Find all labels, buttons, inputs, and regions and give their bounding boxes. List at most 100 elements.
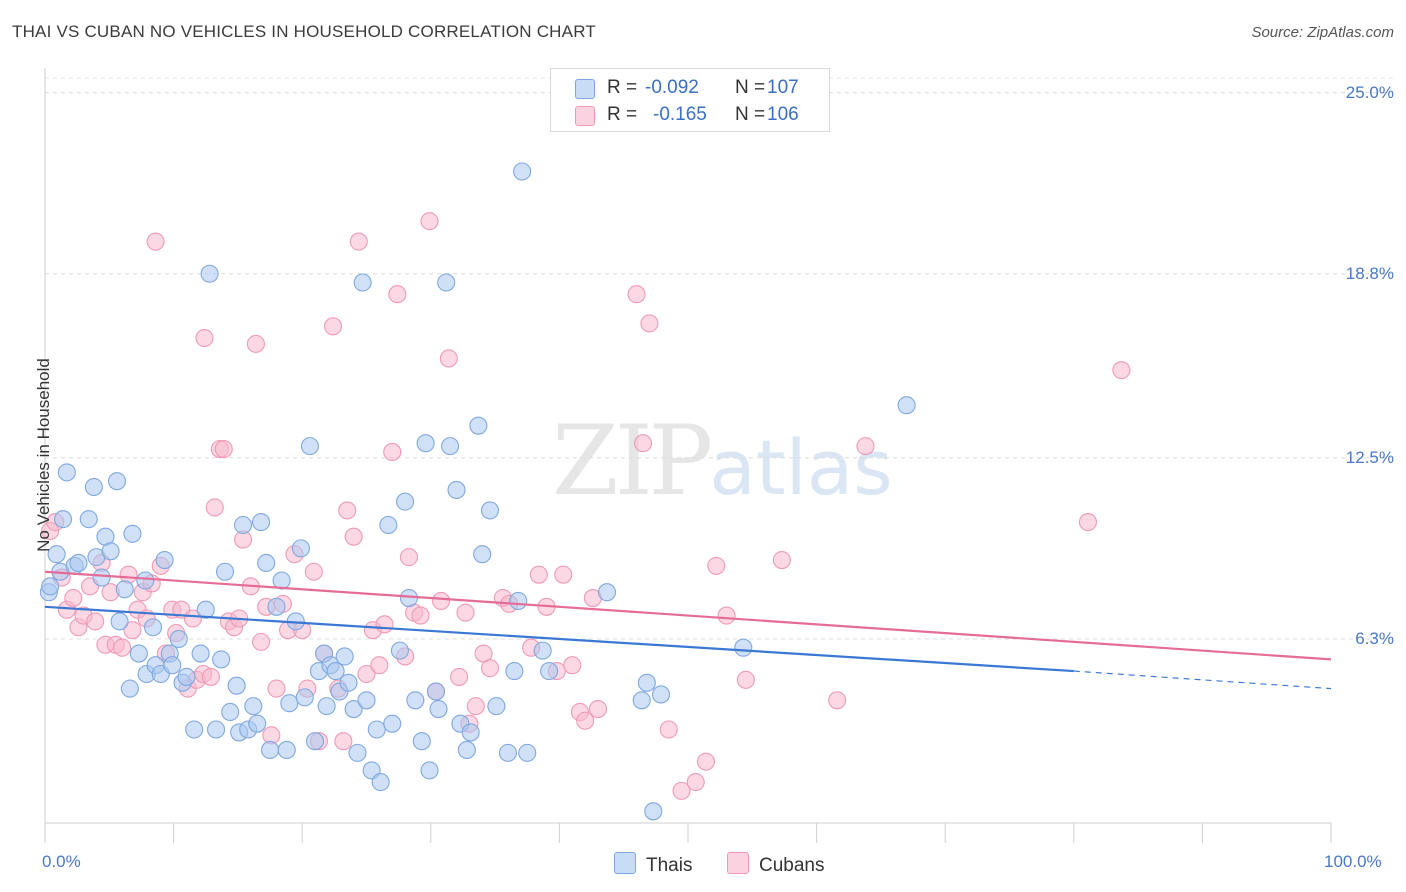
cubans-point xyxy=(450,667,469,686)
thais-point xyxy=(390,641,409,660)
thais-r-value: -0.092 xyxy=(645,77,699,98)
thais-point xyxy=(437,273,456,292)
cubans-point xyxy=(480,659,500,678)
thais-point xyxy=(143,618,163,637)
thais-point xyxy=(227,676,246,695)
thais-point xyxy=(457,740,476,760)
thais-point xyxy=(498,743,518,762)
thais-point xyxy=(79,510,98,529)
thais-point xyxy=(244,697,263,716)
cubans-point xyxy=(588,700,608,719)
cubans-point xyxy=(370,656,389,675)
cubans-point xyxy=(214,439,233,459)
thais-point xyxy=(420,761,439,780)
thais-point xyxy=(196,600,215,619)
cubans-point xyxy=(439,349,458,368)
cubans-point xyxy=(205,498,224,517)
thais-point xyxy=(120,679,139,698)
thais-point xyxy=(461,723,480,742)
series-cubans xyxy=(41,212,1131,800)
thais-point xyxy=(651,685,671,704)
thais-point xyxy=(212,650,231,669)
chart-title: THAI VS CUBAN NO VEHICLES IN HOUSEHOLD C… xyxy=(12,22,596,41)
thais-point xyxy=(57,463,76,482)
thais-point xyxy=(367,720,386,739)
cubans-point xyxy=(529,565,548,584)
thais-point xyxy=(353,273,372,292)
thais-point xyxy=(509,591,528,611)
thais-point xyxy=(487,697,506,716)
thais-point xyxy=(300,437,319,456)
cubans-point xyxy=(146,232,165,251)
thais-trend-extension xyxy=(1073,670,1332,690)
thais-point xyxy=(185,720,204,739)
thais-point xyxy=(47,545,66,564)
cubans-point xyxy=(686,773,705,792)
thais-trend-line xyxy=(44,605,1074,673)
thais-point xyxy=(101,542,120,561)
thais-point xyxy=(248,714,267,733)
thais-point xyxy=(469,416,488,435)
cubans-point xyxy=(388,285,407,304)
cubans-point xyxy=(627,285,646,304)
cubans-point xyxy=(64,588,83,608)
thais-point xyxy=(129,644,148,663)
thais-point xyxy=(597,583,617,602)
cubans-point xyxy=(411,606,430,625)
thais-point xyxy=(169,629,188,648)
thais-point xyxy=(447,480,466,499)
gridlines xyxy=(45,77,1395,640)
thais-point xyxy=(637,673,656,692)
y-axis-title-wrap: No Vehicles in Household xyxy=(14,0,53,892)
thais-point xyxy=(441,437,460,456)
thais-point xyxy=(335,647,354,666)
cubans-point xyxy=(640,314,659,333)
cubans-n-value: 106 xyxy=(767,104,799,125)
trend-lines xyxy=(44,570,1332,690)
thais-point xyxy=(110,612,129,631)
legend-item-cubans[interactable]: Cubans xyxy=(727,852,825,877)
cubans-point xyxy=(399,548,418,567)
cubans-point xyxy=(123,621,142,640)
cubans-point xyxy=(251,632,271,651)
thais-point xyxy=(107,472,127,491)
cubans-point xyxy=(113,638,132,657)
thais-point xyxy=(291,539,310,558)
cubans-point xyxy=(267,679,286,698)
cubans-point xyxy=(554,565,573,584)
thais-point xyxy=(177,667,196,686)
thais-point xyxy=(734,638,753,657)
cubans-point xyxy=(828,691,847,710)
cubans-point xyxy=(1078,513,1097,532)
thais-point xyxy=(257,553,276,573)
thais-point xyxy=(215,562,235,581)
thais-point xyxy=(632,691,651,710)
thais-point xyxy=(644,802,663,821)
y-tick-label: 12.5% xyxy=(1345,447,1394,467)
thais-point xyxy=(339,673,358,692)
cubans-point xyxy=(456,603,475,622)
legend-cubans-swatch xyxy=(727,852,749,874)
legend-thais-label: Thais xyxy=(646,855,693,876)
thais-point xyxy=(344,700,363,719)
axes xyxy=(44,68,1332,843)
cubans-r-label: R = xyxy=(607,104,638,125)
cubans-point xyxy=(324,317,343,336)
cubans-point xyxy=(334,732,353,751)
thais-point xyxy=(396,492,415,511)
thais-point xyxy=(123,524,142,543)
thais-point xyxy=(379,515,398,535)
legend-cubans-label: Cubans xyxy=(759,855,825,876)
stats-legend: R = -0.092 N = 107 R = -0.165 N = 106 xyxy=(550,68,830,132)
cubans-point xyxy=(246,334,265,353)
thais-point xyxy=(277,740,296,760)
watermark-zip: ZIP xyxy=(552,405,713,517)
legend-item-thais[interactable]: Thais xyxy=(614,852,692,877)
thais-point xyxy=(280,694,299,713)
thais-point xyxy=(295,688,314,707)
thais-point xyxy=(84,477,103,497)
thais-point xyxy=(272,571,291,590)
cubans-point xyxy=(772,551,791,570)
thais-point xyxy=(306,732,325,751)
